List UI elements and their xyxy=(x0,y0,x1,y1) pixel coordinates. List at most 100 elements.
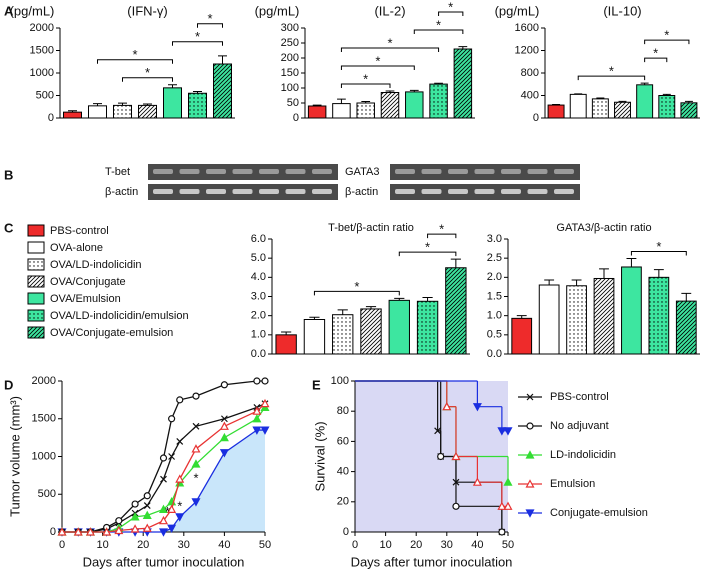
band xyxy=(421,189,442,194)
y-tick-label: 2000 xyxy=(30,22,54,34)
error-bar xyxy=(574,93,583,95)
significance-bracket xyxy=(630,251,687,256)
significance-label: * xyxy=(448,0,453,14)
error-bar xyxy=(434,82,443,85)
band xyxy=(501,189,521,194)
marker xyxy=(261,377,269,385)
y-tick-label: 500 xyxy=(38,488,56,500)
legend-swatch xyxy=(27,241,45,254)
significance-label: * xyxy=(425,240,430,255)
marker xyxy=(497,501,507,510)
marker xyxy=(143,502,151,509)
significance-label: * xyxy=(656,239,661,254)
marker xyxy=(142,523,152,532)
band xyxy=(179,189,200,194)
marker xyxy=(158,528,169,537)
bar xyxy=(356,102,375,119)
panel-letter: A xyxy=(4,3,14,18)
chart-title: (IFN-γ) xyxy=(127,3,167,18)
error-bar xyxy=(281,331,292,335)
band xyxy=(153,189,173,194)
significance-bracket xyxy=(577,75,646,81)
annotation: * xyxy=(177,499,182,514)
marker xyxy=(158,504,169,513)
y-axis-label: Tumor volume (mm³) xyxy=(7,396,22,517)
marker xyxy=(219,449,229,458)
error-bar xyxy=(218,55,227,64)
error-bar xyxy=(450,258,461,268)
bar xyxy=(275,334,297,355)
significance-label: * xyxy=(653,46,658,61)
blot-label: GATA3 xyxy=(345,166,379,178)
marker xyxy=(102,527,112,536)
band xyxy=(501,169,521,174)
x-tick-label: 20 xyxy=(137,539,149,551)
marker xyxy=(176,437,184,445)
significance-label: * xyxy=(363,71,368,86)
legend-swatch xyxy=(27,275,45,288)
bar xyxy=(648,276,670,355)
y-tick-label: 6.0 xyxy=(251,233,266,245)
marker xyxy=(192,422,200,430)
legend-label: OVA/LD-indolicidin xyxy=(50,259,142,271)
x-axis-label: Days after tumor inoculation xyxy=(83,554,245,569)
marker xyxy=(503,501,513,510)
error-bar xyxy=(193,90,202,94)
legend-label: Conjugate-emulsion xyxy=(550,507,648,519)
error-bar xyxy=(552,104,561,106)
x-tick-label: 10 xyxy=(96,539,108,551)
y-tick-label: 150 xyxy=(281,67,299,79)
significance-bracket xyxy=(340,47,440,52)
error-bar xyxy=(458,46,468,49)
marker xyxy=(131,500,139,508)
marker xyxy=(525,479,535,488)
band xyxy=(554,189,574,194)
y-tick-label: 40 xyxy=(337,466,349,478)
y-tick-label: 2.0 xyxy=(487,271,502,283)
y-tick-label: 0 xyxy=(48,112,54,124)
marker xyxy=(434,427,442,435)
marker xyxy=(130,524,140,533)
marker xyxy=(442,401,452,411)
marker xyxy=(472,477,482,486)
y-tick-label: 1500 xyxy=(30,44,54,56)
legend-swatch xyxy=(27,309,45,322)
marker xyxy=(526,422,534,430)
bar xyxy=(566,285,587,355)
legend-label: OVA-alone xyxy=(50,242,103,254)
error-bar xyxy=(365,306,377,309)
x-tick-label: 40 xyxy=(218,539,230,551)
x-tick-label: 10 xyxy=(379,539,391,551)
marker xyxy=(159,454,168,462)
marker xyxy=(252,413,262,423)
bar xyxy=(380,92,400,119)
error-bar xyxy=(68,110,77,113)
significance-label: * xyxy=(375,53,380,68)
band xyxy=(474,169,495,174)
y-tick-label: 1.0 xyxy=(251,329,266,341)
error-bar xyxy=(640,82,649,85)
band xyxy=(206,189,226,194)
legend-label: Emulsion xyxy=(550,478,595,490)
y-tick-label: 1600 xyxy=(515,22,539,34)
error-bar xyxy=(516,315,527,319)
y-tick-label: 1.0 xyxy=(487,310,502,322)
x-tick-label: 50 xyxy=(502,539,514,551)
marker xyxy=(85,527,95,536)
significance-label: * xyxy=(664,28,669,43)
marker xyxy=(220,415,228,423)
y-tick-label: 200 xyxy=(281,52,299,64)
legend-label: OVA/LD-indolicidin/emulsion xyxy=(50,310,189,322)
bar xyxy=(163,87,182,119)
y-tick-label: 2.0 xyxy=(251,310,266,322)
area xyxy=(62,430,265,532)
significance-label: * xyxy=(387,35,392,50)
y-tick-label: 5.0 xyxy=(251,252,266,264)
legend-label: OVA/Conjugate-emulsion xyxy=(50,327,173,339)
significance-label: * xyxy=(609,64,614,79)
error-bar xyxy=(596,97,605,99)
y-tick-label: 100 xyxy=(331,375,349,387)
significance-bracket xyxy=(340,65,415,70)
marker xyxy=(168,415,176,423)
legend-label: LD-indolicidin xyxy=(550,449,616,461)
